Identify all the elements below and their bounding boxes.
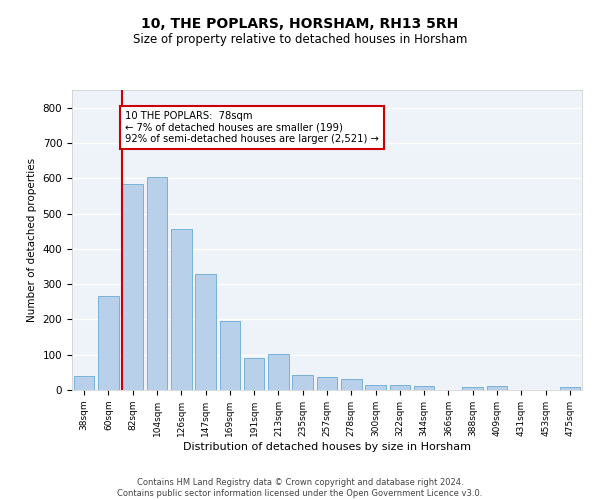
Bar — [487, 386, 508, 390]
Text: 10 THE POPLARS:  78sqm
← 7% of detached houses are smaller (199)
92% of semi-det: 10 THE POPLARS: 78sqm ← 7% of detached h… — [125, 111, 379, 144]
Y-axis label: Number of detached properties: Number of detached properties — [27, 158, 37, 322]
Bar — [463, 387, 483, 390]
Bar — [389, 384, 410, 390]
Bar — [560, 387, 580, 390]
Bar — [122, 184, 143, 390]
Bar — [98, 296, 119, 390]
Bar — [146, 177, 167, 390]
X-axis label: Distribution of detached houses by size in Horsham: Distribution of detached houses by size … — [183, 442, 471, 452]
Bar — [317, 376, 337, 390]
Bar — [341, 378, 362, 390]
Bar — [414, 386, 434, 390]
Bar — [365, 385, 386, 390]
Bar — [292, 375, 313, 390]
Bar — [74, 376, 94, 390]
Bar — [195, 274, 216, 390]
Bar — [171, 230, 191, 390]
Text: Contains HM Land Registry data © Crown copyright and database right 2024.
Contai: Contains HM Land Registry data © Crown c… — [118, 478, 482, 498]
Bar — [244, 358, 265, 390]
Text: 10, THE POPLARS, HORSHAM, RH13 5RH: 10, THE POPLARS, HORSHAM, RH13 5RH — [142, 18, 458, 32]
Bar — [268, 354, 289, 390]
Bar — [220, 321, 240, 390]
Text: Size of property relative to detached houses in Horsham: Size of property relative to detached ho… — [133, 32, 467, 46]
